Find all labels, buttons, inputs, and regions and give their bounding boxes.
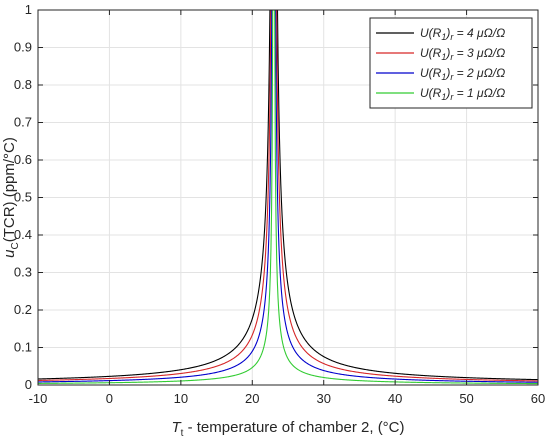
x-tick-label: 20 — [245, 391, 259, 406]
x-tick-label: 50 — [459, 391, 473, 406]
axis-ticks — [37, 9, 539, 386]
x-tick-label: 30 — [316, 391, 330, 406]
series-line-right-2 — [275, 9, 538, 383]
legend: U(R1)r = 4 μΩ/Ω U(R1)r = 3 μΩ/Ω U(R1)r = 2… — [369, 17, 533, 109]
y-axis-label: uC(TCR) (ppm/°C) — [1, 137, 21, 258]
legend-entry-3: U(R1)r = 1 μΩ/Ω — [420, 86, 505, 102]
y-tick-label: 0.9 — [14, 40, 32, 55]
y-tick-label: 0.1 — [14, 340, 32, 355]
series-line-left-2 — [37, 9, 273, 383]
y-tick-label: 0.8 — [14, 77, 32, 92]
y-tick-label: 0.7 — [14, 115, 32, 130]
y-tick-label: 0.6 — [14, 152, 32, 167]
legend-entry-2: U(R1)r = 2 μΩ/Ω — [420, 66, 505, 82]
legend-entry-0: U(R1)r = 4 μΩ/Ω — [420, 26, 505, 42]
series-line-left-3 — [38, 9, 274, 384]
y-axis-symbol: u — [1, 249, 18, 258]
x-tick-labels: -10 0 10 20 30 40 50 60 — [29, 391, 546, 406]
x-tick-label: 40 — [388, 391, 402, 406]
series-line-right-0 — [276, 9, 539, 381]
x-tick-label: 0 — [106, 391, 113, 406]
y-tick-label: 1 — [25, 2, 32, 17]
x-axis-symbol: T — [171, 419, 182, 436]
series-line-right-1 — [276, 9, 539, 382]
x-axis-label: Tt - temperature of chamber 2, (°C) — [171, 419, 404, 439]
y-tick-label: 0 — [25, 377, 32, 392]
y-axis-text: (TCR) (ppm/°C) — [1, 137, 18, 242]
x-tick-label: 10 — [174, 391, 188, 406]
x-axis-text: - temperature of chamber 2, (°C) — [183, 419, 404, 436]
y-tick-label: 0.2 — [14, 302, 32, 317]
y-tick-labels: 0 0.1 0.2 0.3 0.4 0.5 0.6 0.7 0.8 0.9 1 — [14, 2, 32, 392]
series-line-left-1 — [37, 9, 272, 381]
y-tick-label: 0.3 — [14, 265, 32, 280]
x-tick-label: 60 — [531, 391, 545, 406]
series-lines — [37, 9, 539, 385]
y-axis-subscript: C — [10, 242, 21, 249]
series-line-left-0 — [37, 9, 271, 380]
legend-entry-1: U(R1)r = 3 μΩ/Ω — [420, 46, 505, 62]
x-axis-subscript: t — [181, 428, 184, 439]
x-tick-label: -10 — [29, 391, 48, 406]
y-tick-label: 0.4 — [14, 227, 32, 242]
y-tick-label: 0.5 — [14, 190, 32, 205]
series-line-right-3 — [274, 9, 538, 385]
